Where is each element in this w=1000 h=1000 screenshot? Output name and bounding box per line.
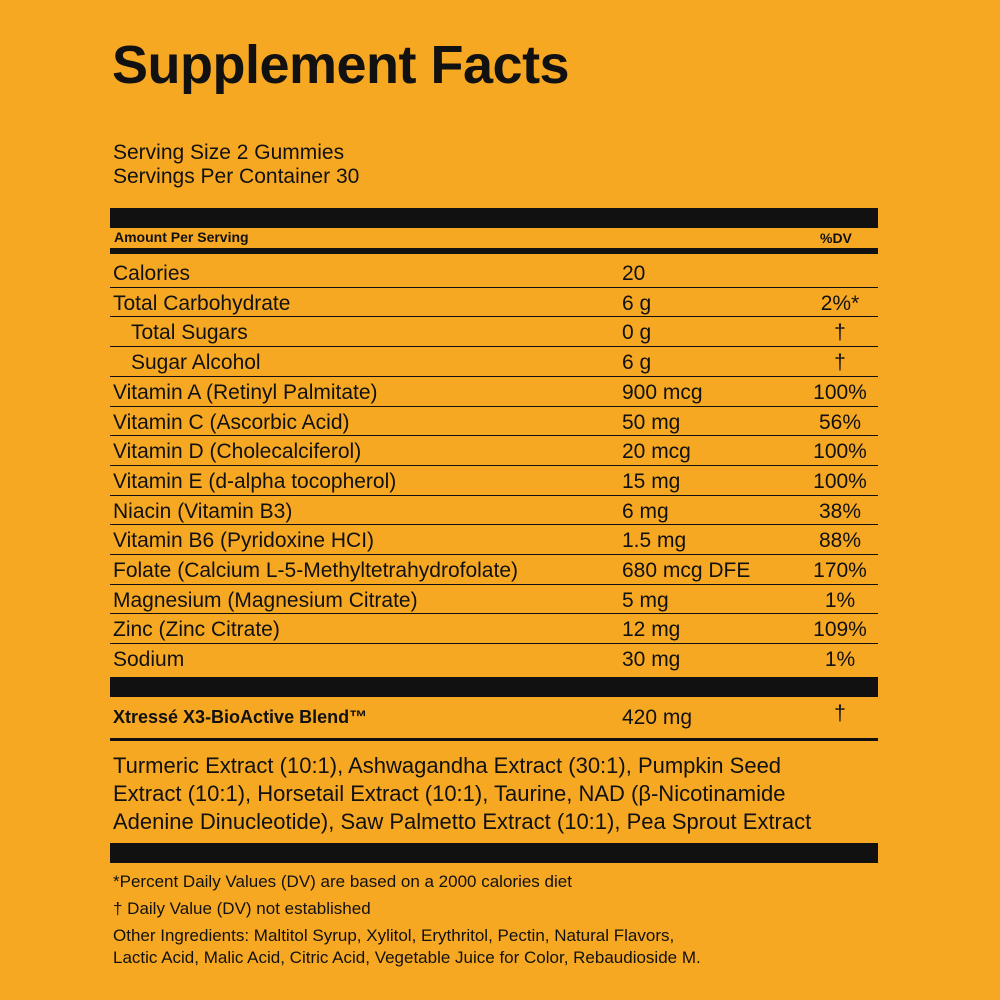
nutrient-name: Calories [113,262,191,285]
nutrient-dv: 1% [824,588,856,612]
nutrient-dv: 2%* [820,291,860,315]
ingredients-line: Turmeric Extract (10:1), Ashwagandha Ext… [113,753,782,778]
row-rule [110,375,878,377]
nutrient-name: Vitamin E (d-alpha tocopherol) [113,469,397,493]
footnote: † Daily Value (DV) not established [113,899,371,918]
bar [110,208,878,228]
row-rule [110,554,878,555]
nutrient-amount: 6 g [622,291,652,315]
row-rule [110,583,878,585]
nutrient-amount: 5 mg [622,588,669,612]
nutrient-name: Niacin (Vitamin B3) [113,499,293,523]
nutrient-amount: 50 mg [622,410,681,434]
row-rule [110,435,878,437]
servings-per-container: Servings Per Container 30 [113,165,360,188]
nutrient-name: Vitamin A (Retinyl Palmitate) [113,380,378,404]
ingredients-line: Adenine Dinucleotide), Saw Palmetto Extr… [113,809,812,834]
nutrient-name: Total Sugars [131,321,248,345]
nutrient-amount: 12 mg [622,618,681,642]
row-rule [110,405,878,407]
other-ingredients: Lactic Acid, Malic Acid, Citric Acid, Ve… [113,948,701,967]
row-rule [110,524,878,526]
row-rule [110,464,878,466]
nutrient-dv: 100% [813,380,867,404]
row-rule [110,316,878,318]
nutrient-name: Vitamin C (Ascorbic Acid) [113,410,350,434]
nutrient-amount: 1.5 mg [622,529,687,553]
bar [110,843,878,863]
rule [110,738,878,741]
thick-rule [110,248,878,254]
nutrient-amount: 900 mcg [622,380,703,404]
nutrient-amount: 15 mg [622,469,681,493]
row-rule [110,494,878,496]
other-ingredients: Other Ingredients: Maltitol Syrup, Xylit… [113,926,675,945]
blend-dv: † [834,702,846,725]
nutrient-name: Sodium [113,648,185,672]
row-rule [110,613,878,615]
row-rule [110,286,878,288]
nutrient-name: Folate (Calcium L-5-Methyltetrahydrofola… [113,559,518,582]
nutrient-amount: 20 [622,262,646,285]
nutrient-name: Sugar Alcohol [131,351,261,375]
nutrient-amount: 680 mcg DFE [622,559,751,582]
nutrient-amount: 6 g [622,351,652,375]
footnote: *Percent Daily Values (DV) are based on … [113,872,572,891]
nutrient-name: Zinc (Zinc Citrate) [113,618,280,642]
ingredients-line: Extract (10:1), Horsetail Extract (10:1)… [113,781,786,806]
nutrient-dv: 38% [818,499,862,523]
blend-name: Xtressé X3-BioActive Blend™ [113,707,368,727]
nutrient-name: Vitamin B6 (Pyridoxine HCI) [113,529,375,553]
nutrient-dv: 170% [813,559,867,582]
nutrient-dv: 1% [824,648,856,672]
nutrient-dv: † [834,351,846,375]
serving-size: Serving Size 2 Gummies [113,141,345,164]
nutrient-dv: 88% [818,529,862,553]
row-rule [110,346,878,348]
bar [110,677,878,697]
nutrient-amount: 30 mg [622,648,681,672]
nutrient-dv: 56% [818,410,862,434]
nutrient-amount: 0 g [622,321,652,345]
nutrient-dv: 100% [813,469,867,493]
dv-header: %DV [820,230,852,246]
nutrient-amount: 20 mcg [622,440,691,464]
title: Supplement Facts [112,35,570,95]
nutrient-amount: 6 mg [622,499,669,523]
blend-amount: 420 mg [622,706,693,729]
nutrient-name: Vitamin D (Cholecalciferol) [113,440,362,464]
amount-header: Amount Per Serving [114,229,249,245]
nutrient-name: Magnesium (Magnesium Citrate) [113,588,418,612]
nutrient-dv: 109% [813,618,867,642]
row-rule [110,643,878,645]
nutrient-dv: 100% [813,440,867,464]
nutrient-dv: † [834,321,846,345]
nutrient-name: Total Carbohydrate [113,291,291,315]
